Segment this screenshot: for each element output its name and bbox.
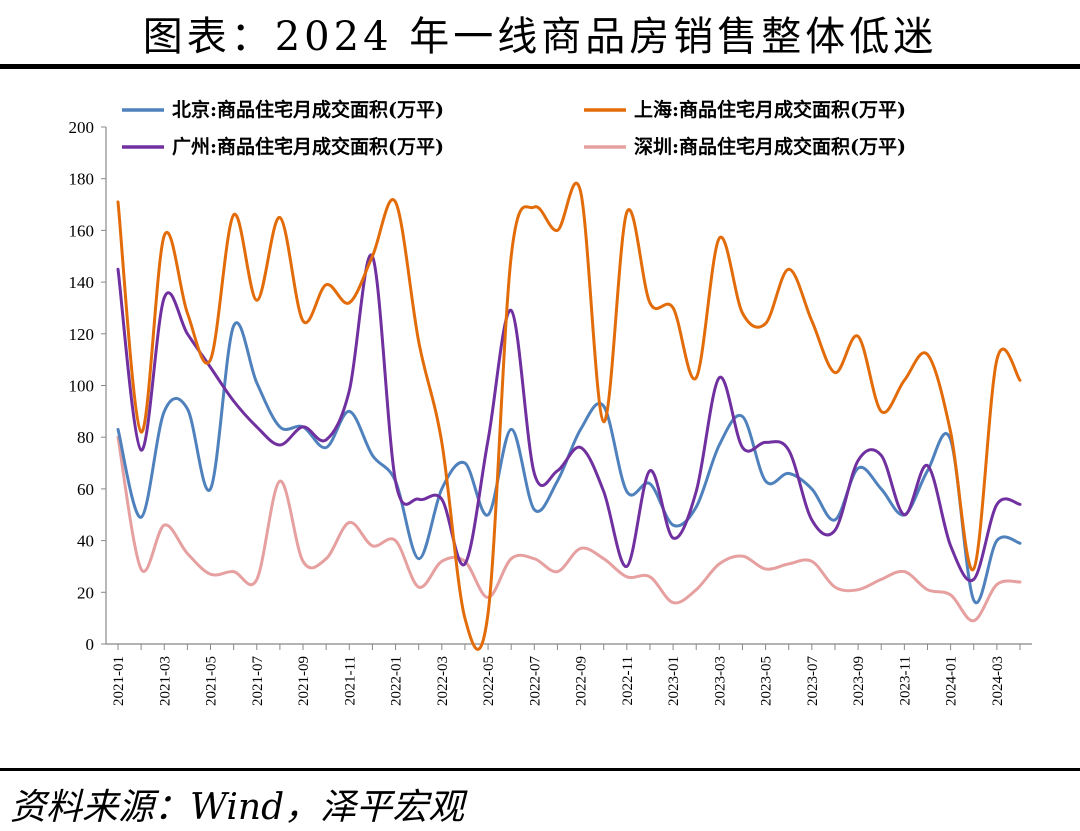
x-tick-label: 2023-05 (759, 656, 775, 706)
x-tick-label: 2022-11 (620, 656, 636, 705)
x-tick-label: 2022-09 (574, 656, 590, 706)
x-tick-label: 2023-07 (805, 656, 821, 706)
x-tick-label: 2022-01 (389, 656, 405, 706)
x-axis: 2021-01 2021-03 2021-05 2021-07 2021-09 2021-… (106, 643, 1032, 706)
x-tick-label: 2021-11 (342, 656, 358, 705)
y-tick-label: 160 (69, 221, 95, 240)
y-tick-label: 40 (77, 532, 94, 551)
series-line-beijing (116, 321, 1022, 605)
source-note: 资料来源：Wind，泽平宏观 (10, 787, 465, 828)
y-tick-label: 140 (69, 273, 95, 292)
series-layer (116, 181, 1022, 651)
x-tick-label: 2022-03 (435, 656, 451, 706)
x-tick-label: 2021-09 (296, 656, 312, 706)
x-tick-label: 2024-03 (990, 656, 1006, 706)
y-tick-label: 100 (69, 377, 95, 396)
x-tick-label: 2023-11 (897, 656, 913, 705)
series-line-shenzhen (116, 435, 1022, 623)
legend: 北京:商品住宅月成交面积(万平) 上海:商品住宅月成交面积(万平) 广州:商品住宅月… (122, 98, 906, 158)
y-axis: 0 20 40 60 80 100 120 140 160 180 200 (69, 118, 107, 654)
top-rule (0, 64, 1080, 69)
chart: 北京:商品住宅月成交面积(万平) 上海:商品住宅月成交面积(万平) 广州:商品住宅月… (69, 98, 1032, 706)
x-tick-label: 2021-01 (111, 656, 127, 706)
series-line-shanghai (116, 181, 1022, 651)
y-tick-label: 20 (77, 583, 94, 602)
legend-label-shenzhen: 深圳:商品住宅月成交面积(万平) (634, 135, 906, 158)
legend-label-beijing: 北京:商品住宅月成交面积(万平) (172, 98, 444, 121)
x-tick-label: 2022-05 (481, 656, 497, 706)
x-tick-label: 2024-01 (944, 656, 960, 706)
x-tick-label: 2021-05 (204, 656, 220, 706)
bottom-rule (0, 768, 1080, 771)
y-tick-label: 200 (69, 118, 95, 137)
x-tick-label: 2022-07 (527, 656, 543, 706)
x-tick-label: 2021-03 (157, 656, 173, 706)
legend-label-guangzhou: 广州:商品住宅月成交面积(万平) (172, 135, 444, 158)
y-tick-label: 180 (69, 170, 95, 189)
legend-label-shanghai: 上海:商品住宅月成交面积(万平) (634, 98, 906, 121)
x-tick-label: 2023-03 (712, 656, 728, 706)
page-title: 图表：2024 年一线商品房销售整体低迷 (142, 14, 938, 60)
y-tick-label: 0 (86, 635, 95, 654)
y-tick-label: 120 (69, 325, 95, 344)
x-tick-label: 2023-09 (851, 656, 867, 706)
x-tick-label: 2023-01 (666, 656, 682, 706)
y-tick-label: 80 (77, 428, 94, 447)
series-line-guangzhou (116, 253, 1022, 583)
x-tick-label: 2021-07 (250, 656, 266, 706)
y-tick-label: 60 (77, 480, 94, 499)
